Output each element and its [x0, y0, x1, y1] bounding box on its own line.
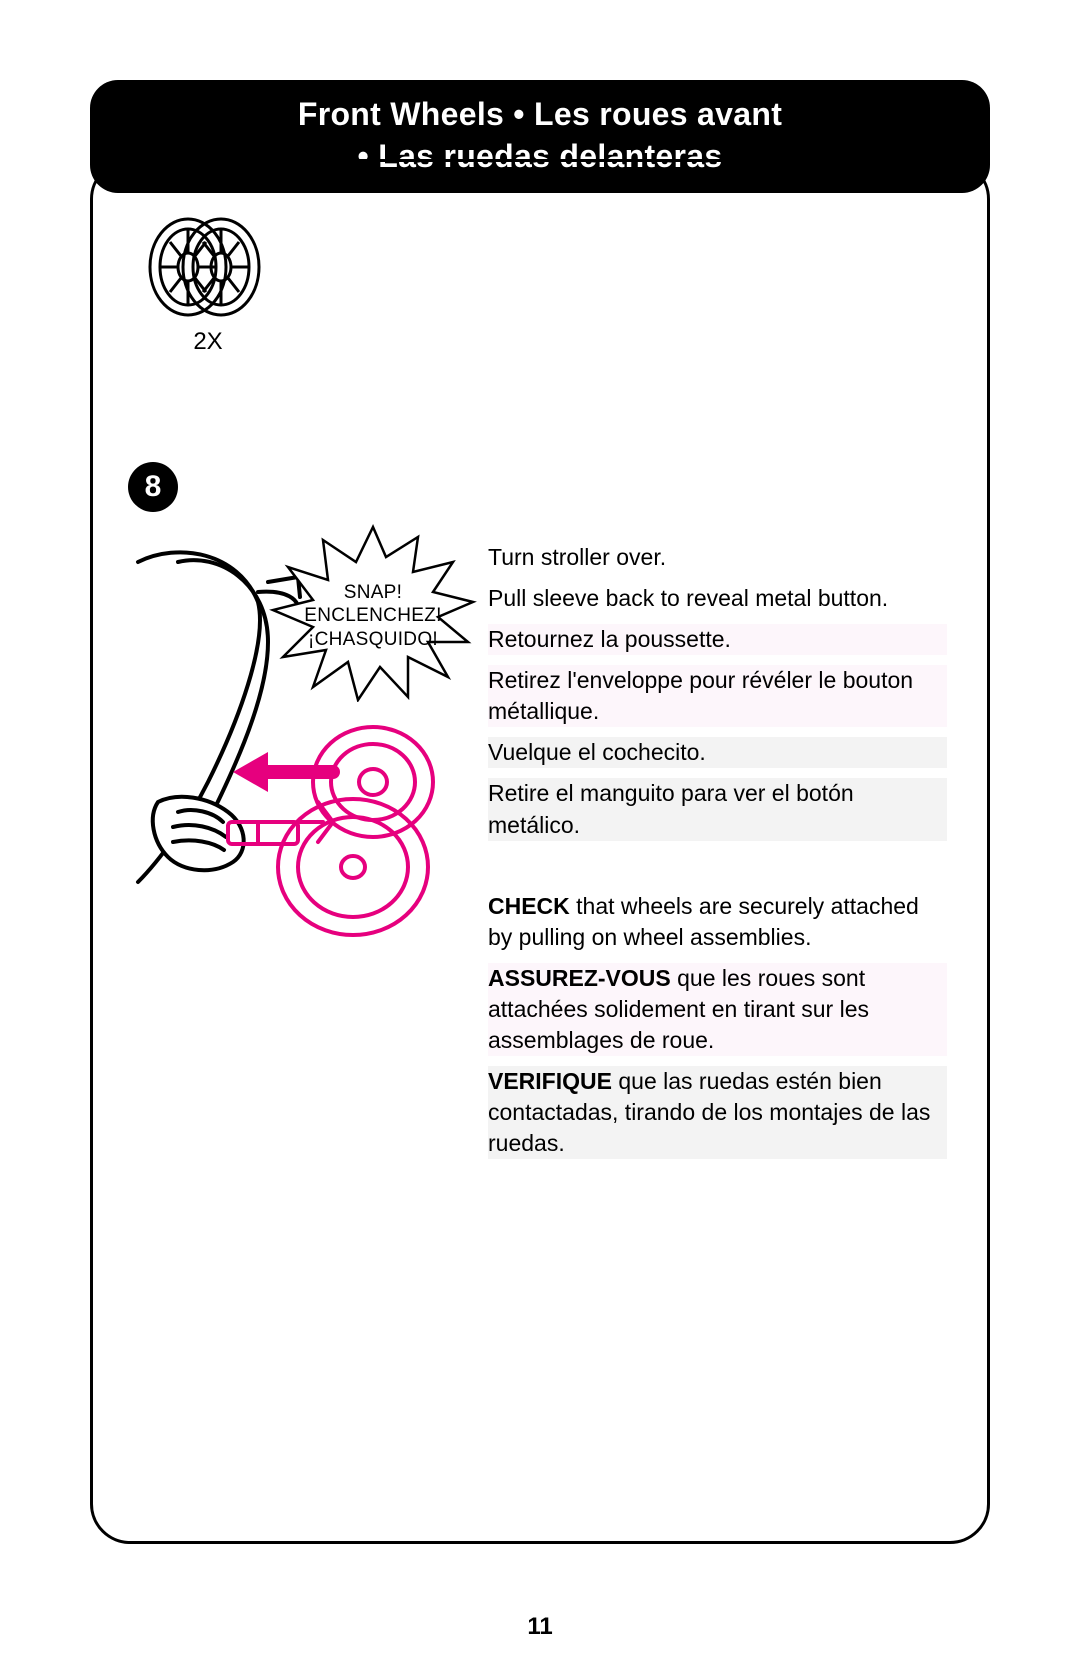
step-illustration: SNAP! ENCLENCHEZ! ¡CHASQUIDO! — [118, 522, 468, 962]
check-fr: ASSUREZ-VOUS que les roues sont attachée… — [488, 963, 947, 1056]
instr-en-2: Pull sleeve back to reveal metal button. — [488, 583, 947, 614]
paragraph-spacer — [488, 851, 947, 891]
instr-fr-1: Retournez la poussette. — [488, 624, 947, 655]
check-es-bold: VERIFIQUE — [488, 1068, 612, 1094]
snap-text: SNAP! ENCLENCHEZ! ¡CHASQUIDO! — [304, 573, 441, 652]
instr-es-1: Vuelque el cochecito. — [488, 737, 947, 768]
snap-en: SNAP! — [344, 582, 403, 603]
step-number-badge: 8 — [128, 462, 178, 512]
check-en-bold: CHECK — [488, 893, 570, 919]
parts-quantity: 2X — [128, 328, 288, 356]
instr-es-2: Retire el manguito para ver el botón met… — [488, 778, 947, 840]
instructions-column: Turn stroller over. Pull sleeve back to … — [488, 542, 947, 1169]
step-number: 8 — [145, 470, 162, 504]
instr-fr-2: Retirez l'enveloppe pour révéler le bout… — [488, 665, 947, 727]
content-frame: 2X 8 — [90, 159, 990, 1544]
snap-fr: ENCLENCHEZ! — [304, 605, 441, 626]
manual-page: Front Wheels • Les roues avant • Las rue… — [0, 0, 1080, 1669]
parts-block: 2X — [128, 212, 288, 356]
check-en: CHECK that wheels are securely attached … — [488, 891, 947, 953]
snap-callout: SNAP! ENCLENCHEZ! ¡CHASQUIDO! — [268, 522, 478, 702]
title-line1: Front Wheels • Les roues avant — [298, 96, 782, 132]
snap-es: ¡CHASQUIDO! — [308, 629, 438, 650]
page-number: 11 — [0, 1613, 1080, 1641]
check-es: VERIFIQUE que las ruedas estén bien cont… — [488, 1066, 947, 1159]
instr-en-1: Turn stroller over. — [488, 542, 947, 573]
front-wheel-pair-icon — [143, 212, 273, 322]
check-fr-bold: ASSUREZ-VOUS — [488, 965, 671, 991]
